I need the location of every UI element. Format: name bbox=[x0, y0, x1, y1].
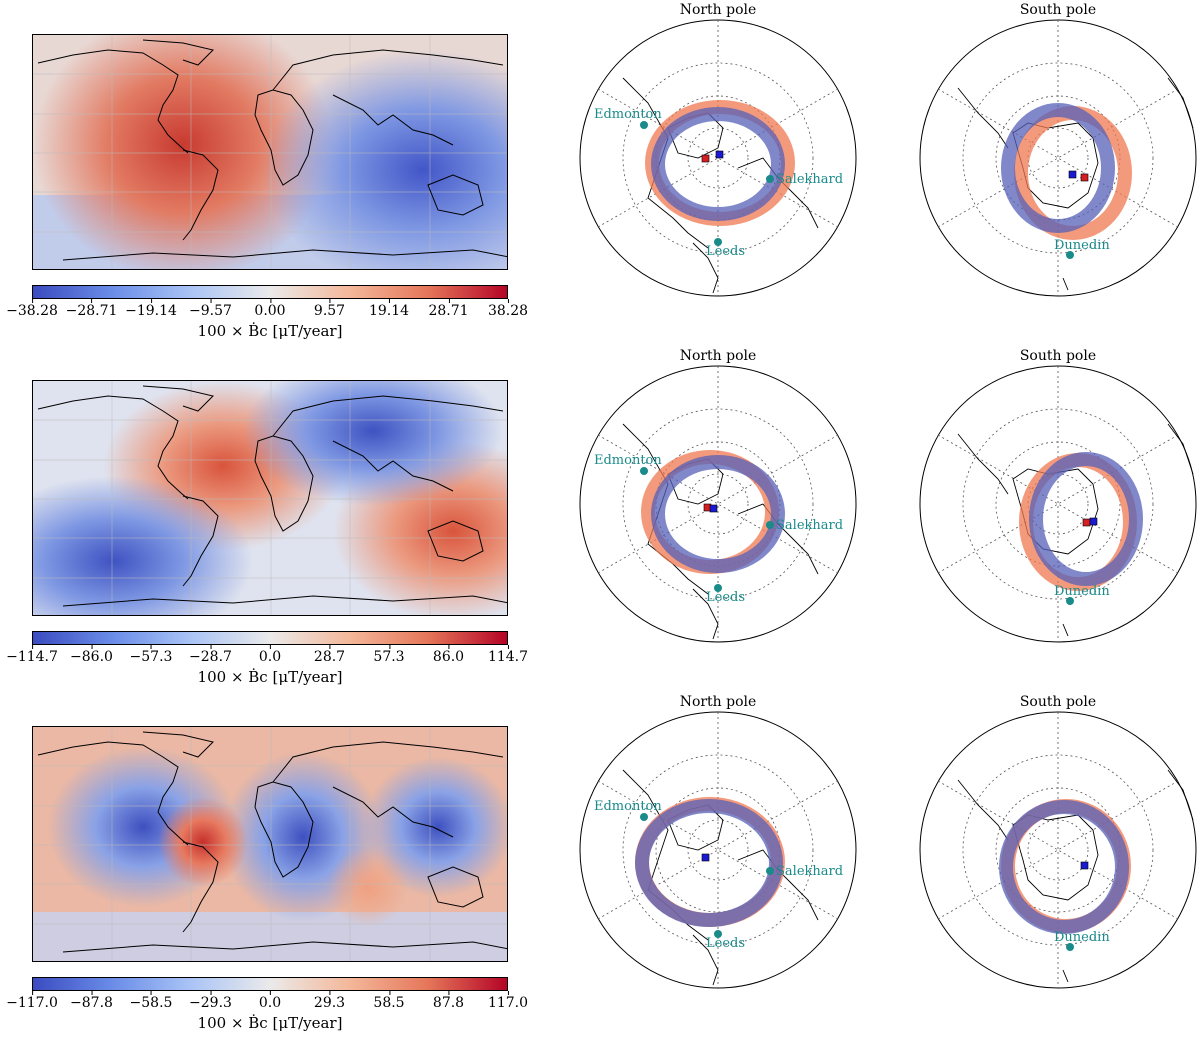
colorbar-ticks-3: −117.0 −87.8 −58.5 −29.3 0.0 29.3 58.5 8… bbox=[6, 991, 528, 1011]
colorbar-tick: 86.0 bbox=[433, 645, 464, 665]
colorbar-tick: 0.0 bbox=[259, 645, 281, 665]
city-label-dunedin: Dunedin bbox=[1054, 930, 1110, 945]
city-label-edmonton: Edmonton bbox=[594, 107, 662, 122]
colorbar-tick: −9.57 bbox=[189, 299, 232, 319]
north-pole-panel-1: North pole Edmonton Salekhard Leeds bbox=[578, 0, 858, 320]
colorbar-tick: −19.14 bbox=[125, 299, 177, 319]
world-map-3 bbox=[32, 726, 508, 962]
south-pole-panel-1: South pole Dunedin bbox=[918, 0, 1198, 320]
colorbar-tick: −28.71 bbox=[66, 299, 117, 319]
colorbar-label-1: 100 × Ḃc [μT/year] bbox=[197, 322, 343, 340]
north-pole-title: North pole bbox=[679, 2, 757, 18]
colorbar-tick: 57.3 bbox=[373, 645, 405, 665]
north-pole-panel-2: North pole Edmonton Salekhard Leeds bbox=[578, 346, 858, 666]
panel-row-1: −38.28 −28.71 −19.14 −9.57 0.00 9.57 19.… bbox=[0, 0, 1200, 346]
colorbar-tick: 38.28 bbox=[488, 299, 528, 319]
colorbar-tick: −29.3 bbox=[189, 991, 232, 1011]
world-map-1 bbox=[32, 34, 508, 270]
colorbar-label-3: 100 × Ḃc [μT/year] bbox=[197, 1014, 343, 1032]
city-label-salekhard: Salekhard bbox=[776, 518, 843, 533]
colorbar-tick: 0.00 bbox=[254, 299, 286, 319]
colorbar-ticks-1: −38.28 −28.71 −19.14 −9.57 0.00 9.57 19.… bbox=[6, 299, 528, 319]
south-pole-title: South pole bbox=[1019, 348, 1097, 364]
colorbar-tick: 29.3 bbox=[314, 991, 345, 1011]
city-label-dunedin: Dunedin bbox=[1054, 238, 1110, 253]
north-pole-title: North pole bbox=[679, 694, 757, 710]
panel-row-3: −117.0 −87.8 −58.5 −29.3 0.0 29.3 58.5 8… bbox=[0, 692, 1200, 1038]
colorbar-tick: 114.7 bbox=[488, 645, 528, 665]
colorbar-label-2: 100 × Ḃc [μT/year] bbox=[197, 668, 343, 686]
colorbar-tick: −87.8 bbox=[70, 991, 113, 1011]
south-pole-title: South pole bbox=[1019, 694, 1097, 710]
colorbar-3 bbox=[32, 977, 508, 991]
city-label-salekhard: Salekhard bbox=[776, 172, 843, 187]
colorbar-tick: 28.71 bbox=[428, 299, 469, 319]
colorbar-tick: −58.5 bbox=[130, 991, 172, 1011]
colorbar-2 bbox=[32, 631, 508, 645]
colorbar-ticks-2: −114.7 −86.0 −57.3 −28.7 0.0 28.7 57.3 8… bbox=[6, 645, 528, 665]
colorbar-tick: 87.8 bbox=[433, 991, 464, 1011]
colorbar-tick: −57.3 bbox=[130, 645, 172, 665]
colorbar-1 bbox=[32, 285, 508, 299]
panel-row-2: −114.7 −86.0 −57.3 −28.7 0.0 28.7 57.3 8… bbox=[0, 346, 1200, 692]
south-pole-panel-3: South pole Dunedin bbox=[918, 692, 1198, 1012]
city-label-dunedin: Dunedin bbox=[1054, 584, 1110, 599]
colorbar-tick: 28.7 bbox=[314, 645, 345, 665]
colorbar-tick: −114.7 bbox=[6, 645, 58, 665]
city-label-leeds: Leeds bbox=[706, 590, 745, 605]
south-pole-panel-2: South pole Dunedin bbox=[918, 346, 1198, 666]
city-label-salekhard: Salekhard bbox=[776, 864, 843, 879]
city-label-leeds: Leeds bbox=[706, 936, 745, 951]
north-pole-panel-3: North pole Edmonton Salekhard Leeds bbox=[578, 692, 858, 1012]
south-pole-title: South pole bbox=[1019, 2, 1097, 18]
colorbar-tick: 117.0 bbox=[488, 991, 528, 1011]
north-pole-title: North pole bbox=[679, 348, 757, 364]
colorbar-tick: −86.0 bbox=[70, 645, 113, 665]
city-label-edmonton: Edmonton bbox=[594, 453, 662, 468]
city-label-edmonton: Edmonton bbox=[594, 799, 662, 814]
city-label-leeds: Leeds bbox=[706, 244, 745, 259]
colorbar-tick: 9.57 bbox=[314, 299, 345, 319]
colorbar-tick: 0.0 bbox=[259, 991, 281, 1011]
colorbar-tick: 19.14 bbox=[369, 299, 409, 319]
coastlines bbox=[37, 39, 507, 261]
colorbar-tick: −38.28 bbox=[6, 299, 58, 319]
world-map-2 bbox=[32, 380, 508, 616]
colorbar-tick: 58.5 bbox=[373, 991, 405, 1011]
colorbar-tick: −117.0 bbox=[6, 991, 58, 1011]
colorbar-tick: −28.7 bbox=[189, 645, 232, 665]
